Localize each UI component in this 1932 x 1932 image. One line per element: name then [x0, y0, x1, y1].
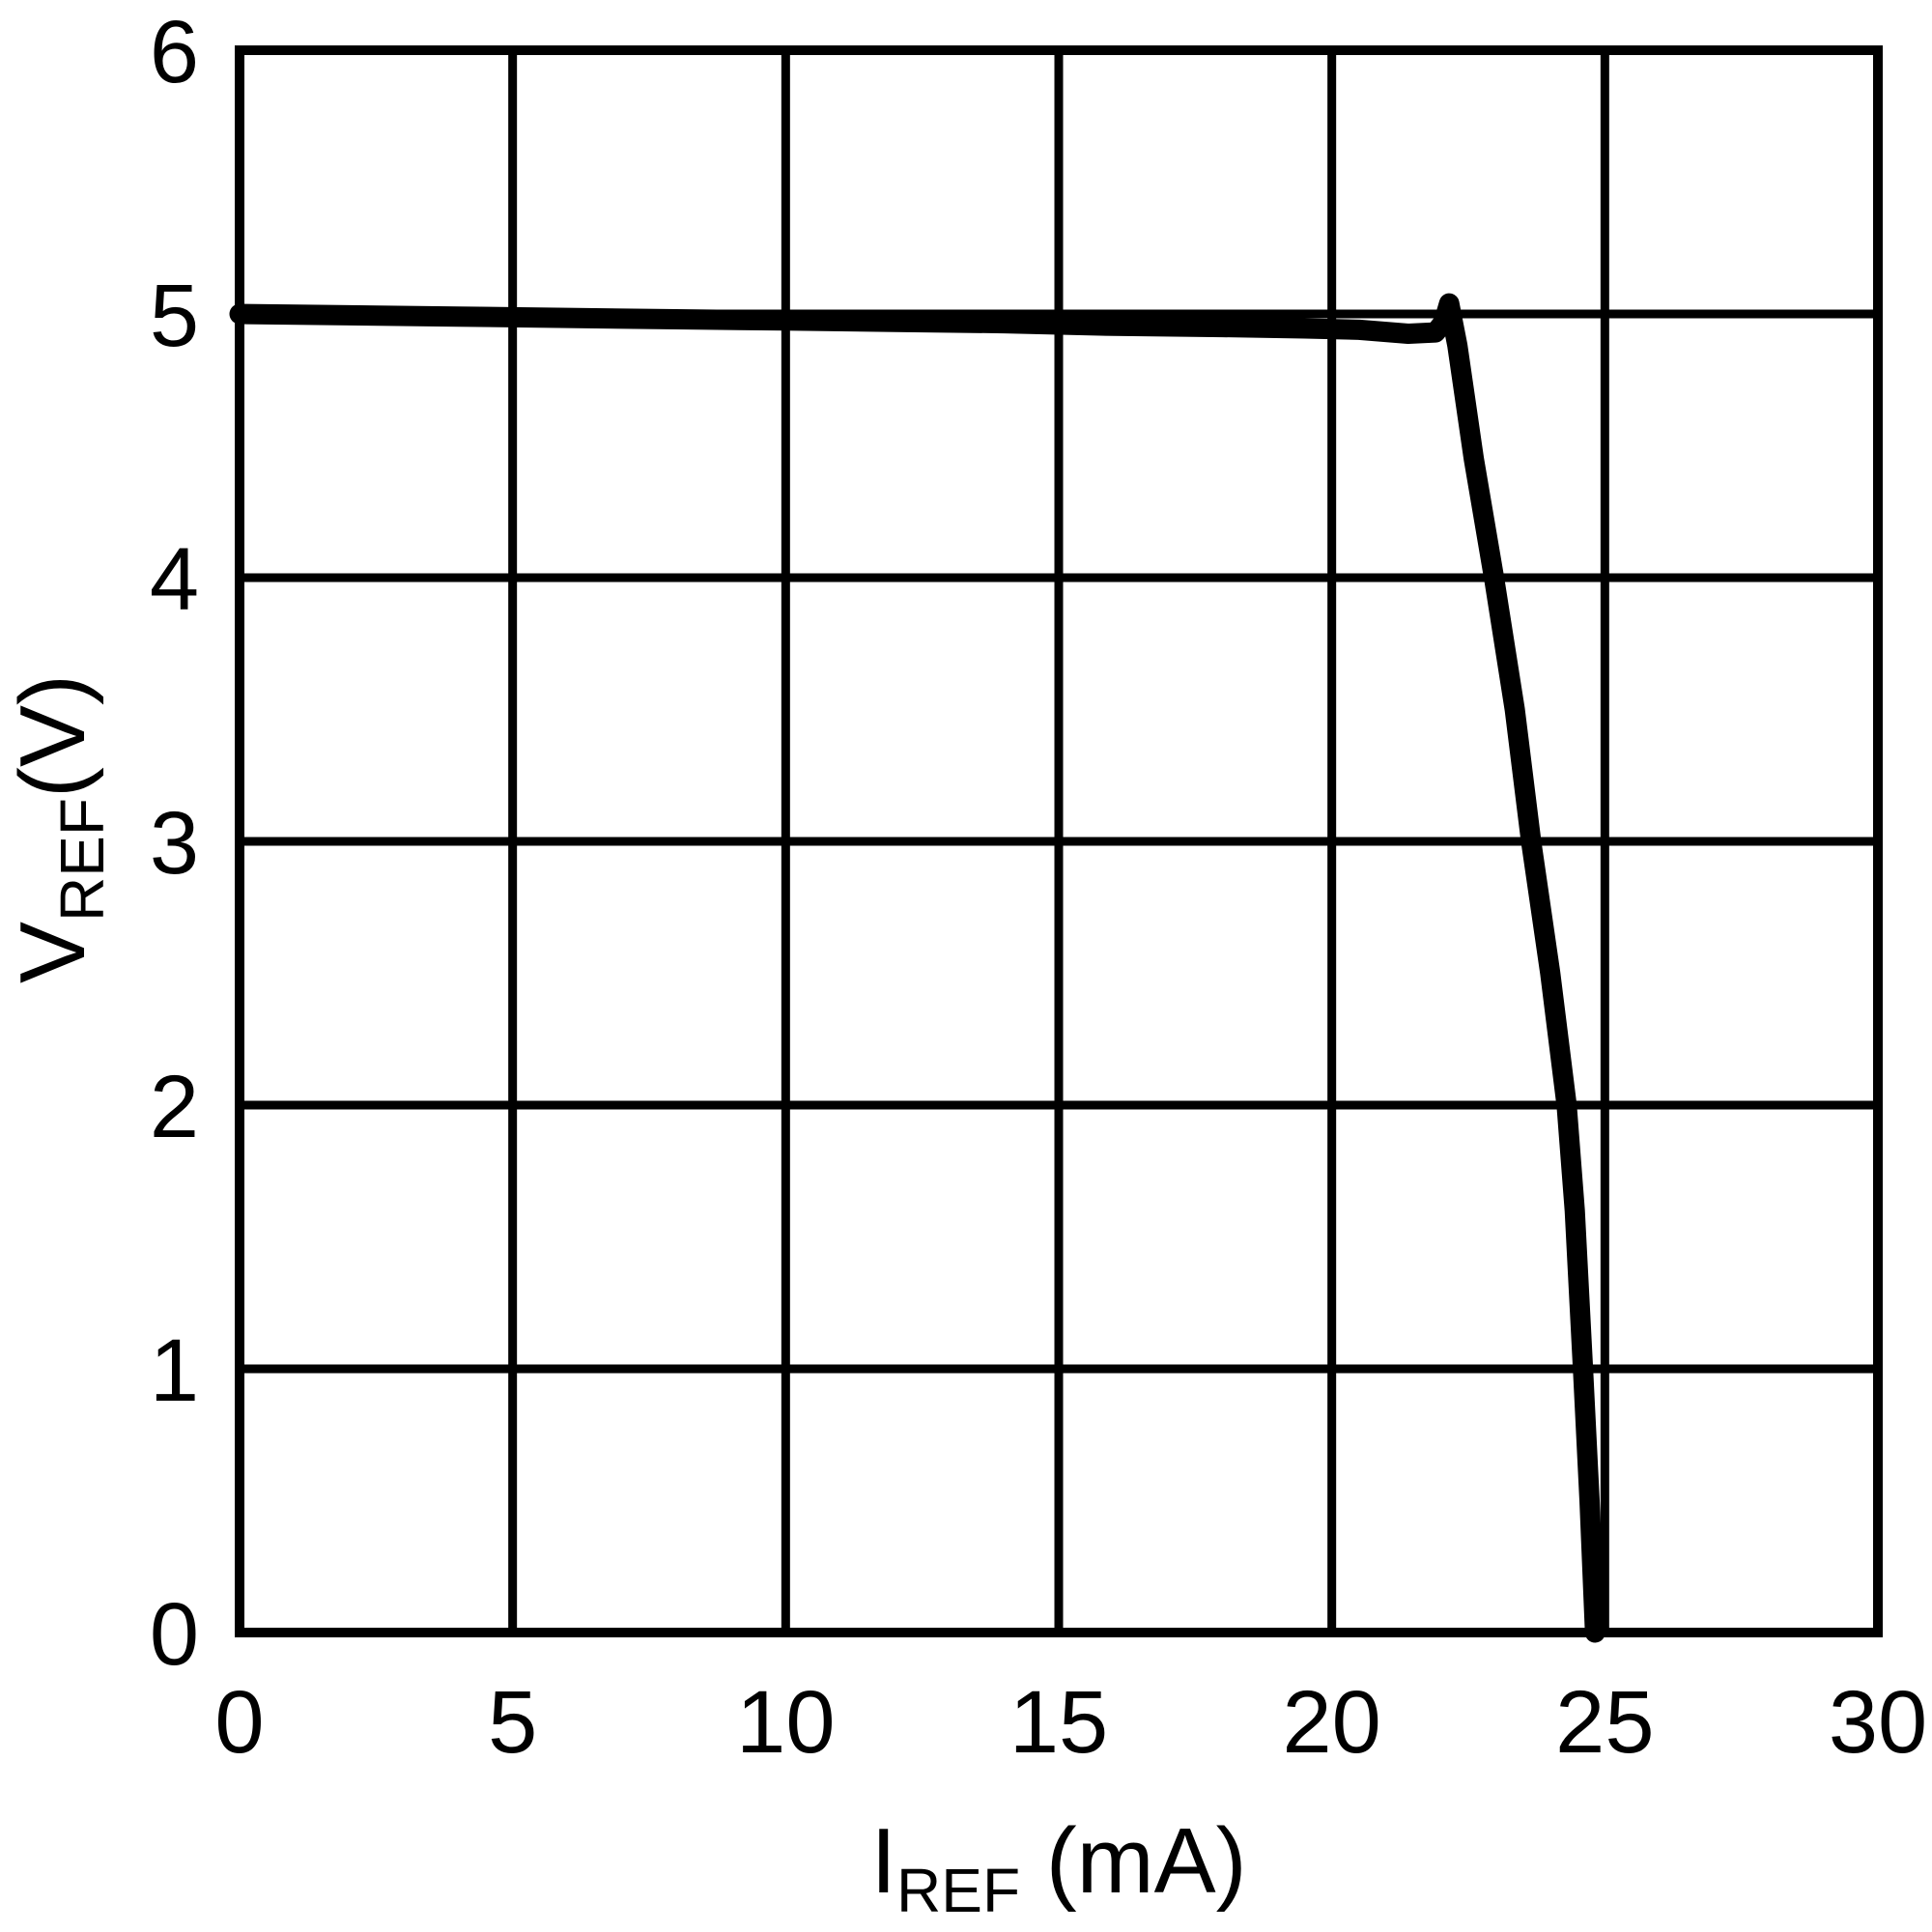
y-axis-unit: (V): [1, 674, 104, 798]
x-tick-label-0: 0: [214, 1673, 264, 1772]
x-axis-symbol: I: [870, 1809, 897, 1913]
y-axis-symbol: V: [1, 921, 104, 983]
x-tick-label-20: 20: [1282, 1673, 1380, 1772]
x-tick-label-5: 5: [488, 1673, 537, 1772]
x-tick-label-30: 30: [1829, 1673, 1927, 1772]
y-axis-subscript: REF: [47, 797, 117, 922]
vref-curve: [229, 293, 1605, 1643]
y-tick-label-5: 5: [150, 267, 199, 365]
y-tick-label-0: 0: [150, 1585, 199, 1684]
x-axis-subscript: REF: [896, 1856, 1021, 1925]
x-tick-label-25: 25: [1555, 1673, 1654, 1772]
x-axis-title: IREF (mA): [870, 1815, 1246, 1922]
y-tick-label-6: 6: [150, 3, 199, 101]
y-tick-label-1: 1: [150, 1321, 199, 1420]
y-tick-label-3: 3: [150, 794, 199, 893]
x-tick-label-15: 15: [1009, 1673, 1108, 1772]
y-tick-label-2: 2: [150, 1058, 199, 1156]
y-axis-title: VREF(V): [1, 674, 117, 983]
y-tick-label-4: 4: [150, 530, 199, 629]
x-tick-label-10: 10: [736, 1673, 835, 1772]
x-axis-unit: (mA): [1020, 1809, 1247, 1913]
plot-frame: [235, 45, 1883, 1637]
